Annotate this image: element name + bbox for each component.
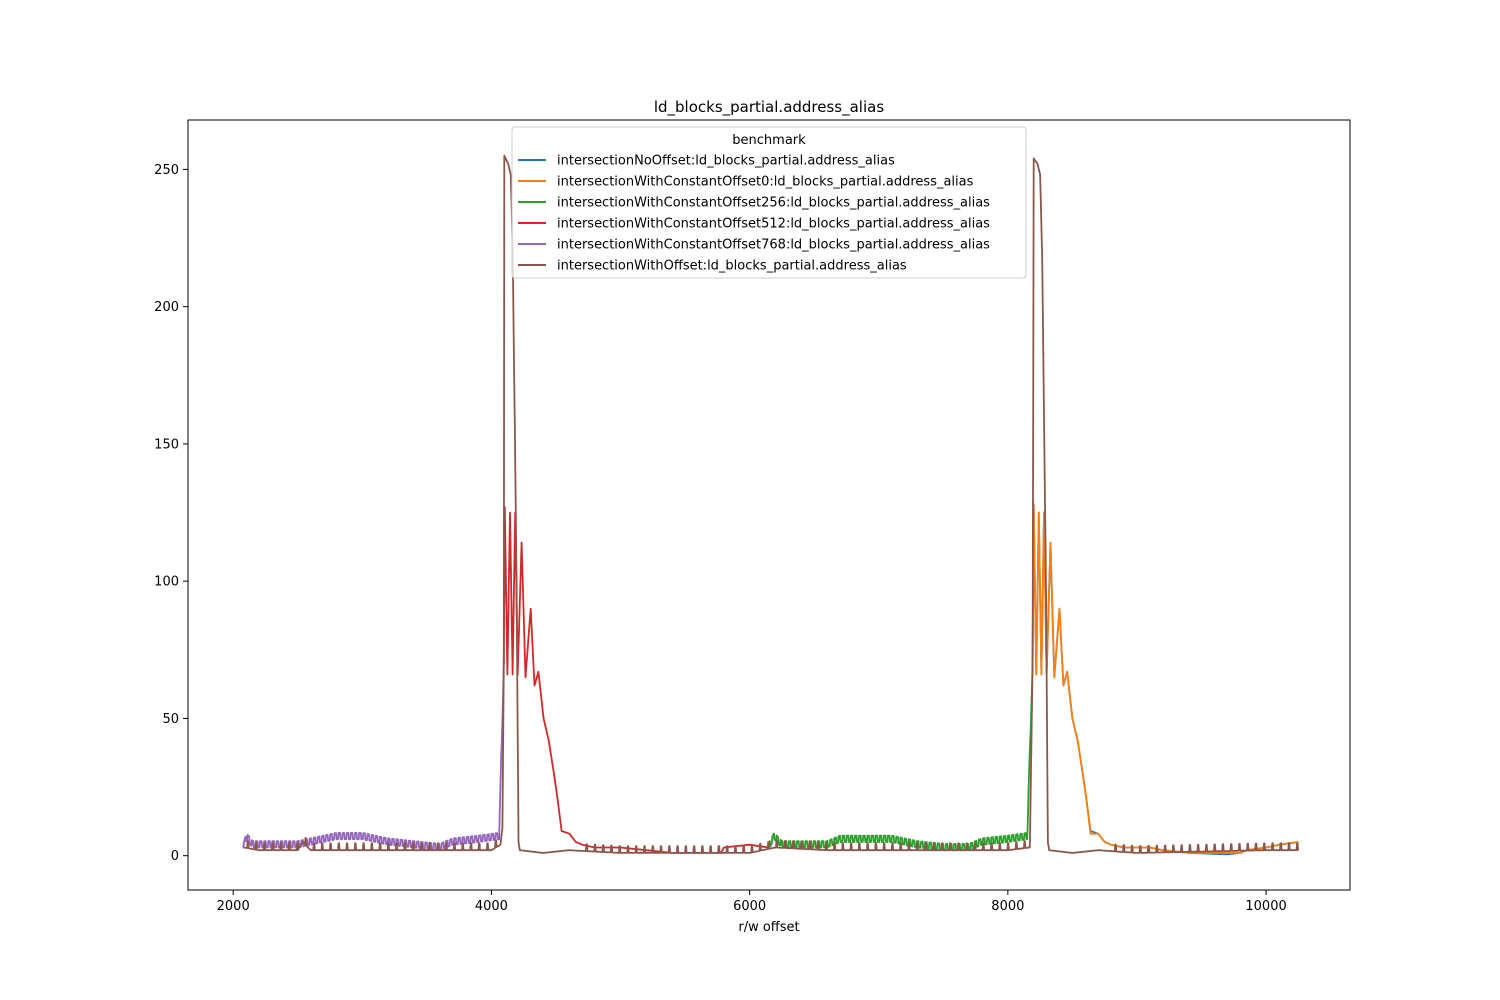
x-tick-label: 10000 bbox=[1245, 899, 1286, 914]
legend-items: intersectionNoOffset:ld_blocks_partial.a… bbox=[518, 154, 990, 274]
legend-label: intersectionWithConstantOffset256:ld_blo… bbox=[557, 196, 990, 211]
series-line-1 bbox=[1031, 503, 1299, 854]
legend-label: intersectionWithConstantOffset0:ld_block… bbox=[557, 175, 974, 190]
x-tick-label: 6000 bbox=[733, 899, 766, 914]
legend-label: intersectionWithOffset:ld_blocks_partial… bbox=[557, 259, 907, 274]
series-layer bbox=[242, 154, 1299, 856]
x-tick-label: 2000 bbox=[217, 899, 250, 914]
legend-title: benchmark bbox=[732, 133, 806, 148]
legend-label: intersectionWithConstantOffset768:ld_blo… bbox=[557, 238, 990, 253]
series-line-4 bbox=[242, 659, 505, 852]
y-tick-label: 200 bbox=[154, 300, 179, 315]
y-tick-label: 150 bbox=[154, 437, 179, 452]
y-tick-label: 50 bbox=[162, 712, 179, 727]
x-tick-label: 8000 bbox=[991, 899, 1024, 914]
legend-label: intersectionNoOffset:ld_blocks_partial.a… bbox=[557, 154, 895, 169]
y-tick-label: 250 bbox=[154, 163, 179, 178]
x-tick-label: 4000 bbox=[475, 899, 508, 914]
y-tick-label: 0 bbox=[171, 849, 179, 864]
y-tick-label: 100 bbox=[154, 575, 179, 590]
y-axis: 0 50 100 150 200 250 bbox=[154, 163, 188, 864]
x-axis: 2000 4000 6000 8000 10000 bbox=[217, 890, 1287, 914]
plot-frame bbox=[187, 119, 1351, 891]
legend-label: intersectionWithConstantOffset512:ld_blo… bbox=[557, 217, 990, 232]
x-axis-label: r/w offset bbox=[738, 920, 799, 935]
legend-box bbox=[511, 126, 1027, 279]
series-line-2 bbox=[767, 659, 1034, 852]
chart-title: ld_blocks_partial.address_alias bbox=[654, 98, 885, 117]
legend: benchmark intersectionNoOffset:ld_blocks… bbox=[511, 126, 1027, 279]
series-line-5 bbox=[243, 154, 1299, 854]
